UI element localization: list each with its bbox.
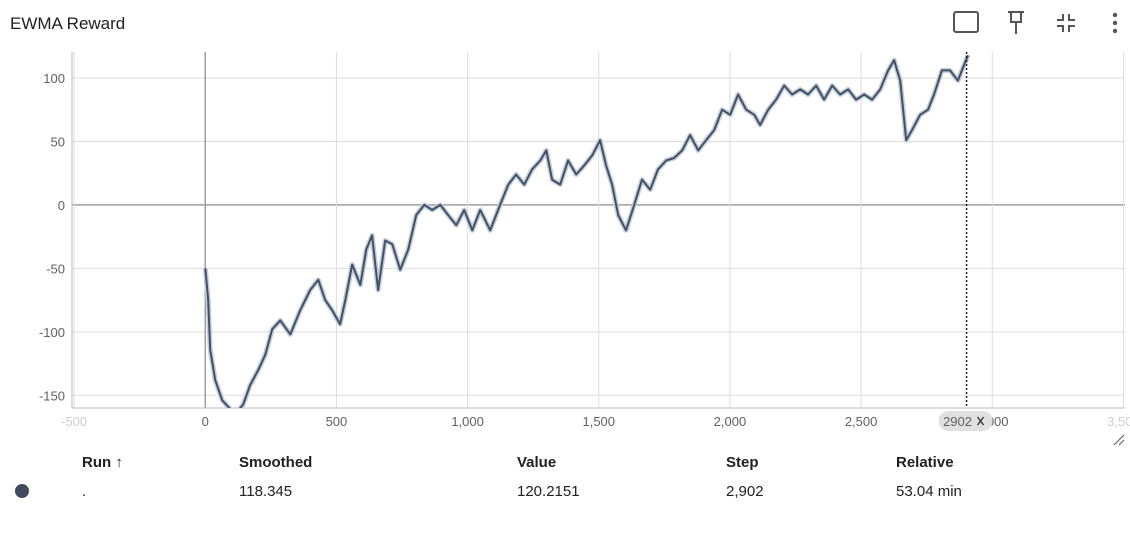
x-tick-label: 1,500 bbox=[582, 414, 615, 429]
chart-title: EWMA Reward bbox=[10, 14, 125, 33]
x-tick-label: 2,500 bbox=[845, 414, 878, 429]
table-cell: 120.2151 bbox=[517, 483, 580, 500]
x-tick-label: 3,500 bbox=[1107, 414, 1130, 429]
collapse-icon[interactable] bbox=[1057, 14, 1075, 32]
table-cell: 53.04 min bbox=[896, 483, 962, 500]
x-tick-label: 500 bbox=[326, 414, 348, 429]
y-tick-label: -50 bbox=[46, 261, 65, 276]
table-header: Step bbox=[726, 454, 759, 471]
hover-chip bbox=[938, 411, 993, 431]
table-cell: 118.345 bbox=[239, 483, 292, 500]
line bbox=[204, 54, 970, 408]
y-tick-label: 50 bbox=[51, 134, 65, 149]
table-cell: 2,902 bbox=[726, 483, 764, 500]
toolbar[interactable] bbox=[953, 11, 1118, 34]
resize-handle[interactable] bbox=[1113, 434, 1125, 446]
x-tick-label: 0 bbox=[202, 414, 209, 429]
line-halo bbox=[202, 54, 971, 408]
table-header[interactable]: Run ↑ bbox=[82, 454, 123, 471]
x-tick-label: -500 bbox=[61, 414, 87, 429]
fit-icon[interactable] bbox=[953, 11, 979, 33]
table-header: Value bbox=[517, 454, 556, 471]
y-tick-label: -100 bbox=[39, 325, 65, 340]
hover-step: 2902 bbox=[943, 414, 972, 429]
run-color bbox=[15, 484, 29, 498]
y-tick-label: 100 bbox=[43, 71, 65, 86]
y-tick-label: 0 bbox=[58, 198, 65, 213]
hover-close[interactable] bbox=[976, 416, 985, 426]
y-tick-label: -150 bbox=[39, 388, 65, 403]
pin-icon[interactable] bbox=[1008, 11, 1024, 34]
menu-icon[interactable] bbox=[1112, 12, 1118, 34]
x-tick-label: 1,000 bbox=[451, 414, 484, 429]
x-tick-label: 2,000 bbox=[714, 414, 747, 429]
table-cell: . bbox=[82, 483, 86, 500]
table-header: Smoothed bbox=[239, 454, 312, 471]
table-header: Relative bbox=[896, 454, 954, 471]
